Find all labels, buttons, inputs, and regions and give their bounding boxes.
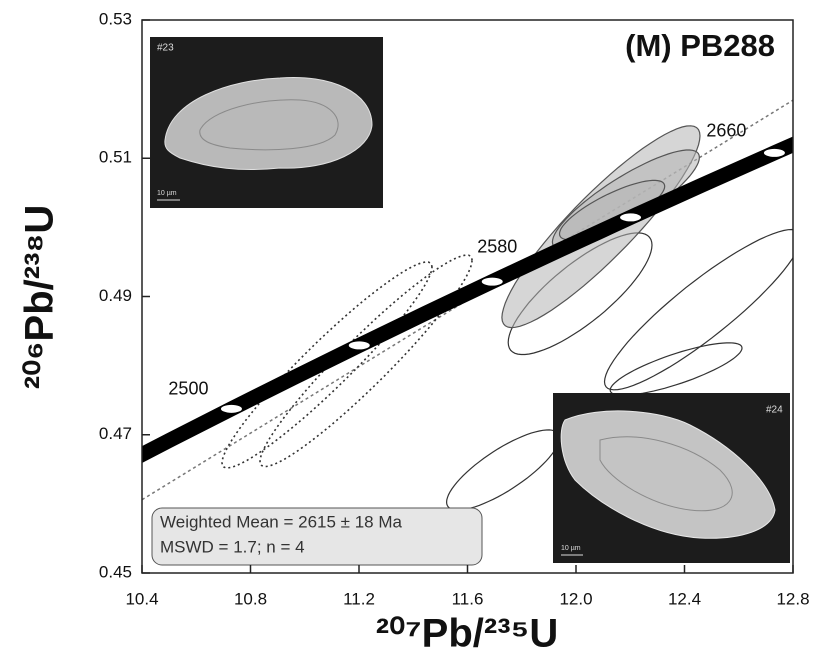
annotation: Weighted Mean = 2615 ± 18 Ma [160,512,403,531]
y-tick-label: 0.53 [99,9,132,28]
x-tick-label: 11.6 [452,589,484,608]
inset-scale: 10 µm [561,545,581,552]
age-marker [763,148,785,157]
annotation: MSWD = 1.7; n = 4 [160,537,305,556]
error-ellipse [605,230,802,390]
x-axis-label: ²⁰⁷Pb/²³⁵U [376,612,558,656]
x-tick-label: 10.8 [234,589,267,608]
age-marker [348,341,370,350]
x-tick-label: 12.4 [668,589,701,608]
chart: 2500 2580 2660 #23 10 µm #24 10 µm Weighte… [0,0,816,665]
x-tick-label: 11.2 [343,589,375,608]
age-label: 2660 [706,121,746,141]
inset-scale: 10 µm [157,190,177,197]
inset-label: #23 [157,43,174,54]
age-label: 2580 [477,236,517,256]
x-tick-label: 12.0 [559,589,592,608]
age-marker [620,213,642,222]
error-ellipse [260,255,472,466]
inset-label: #24 [766,405,783,416]
y-tick-label: 0.49 [99,286,132,305]
inset-image: #24 10 µm [553,393,790,563]
y-tick-label: 0.51 [99,148,132,167]
age-marker [220,404,242,413]
x-tick-label: 12.8 [776,589,809,608]
x-tick-label: 10.4 [125,589,158,608]
error-ellipse [447,430,560,510]
chart-title: (M) PB288 [625,28,775,63]
y-axis-label: ²⁰⁶Pb/²³⁸U [18,205,62,389]
age-marker [481,277,503,286]
y-tick-label: 0.47 [99,424,132,443]
inset-image: #23 10 µm [150,37,383,208]
y-tick-label: 0.45 [99,562,132,581]
age-label: 2500 [168,379,208,399]
error-ellipse [610,343,742,396]
